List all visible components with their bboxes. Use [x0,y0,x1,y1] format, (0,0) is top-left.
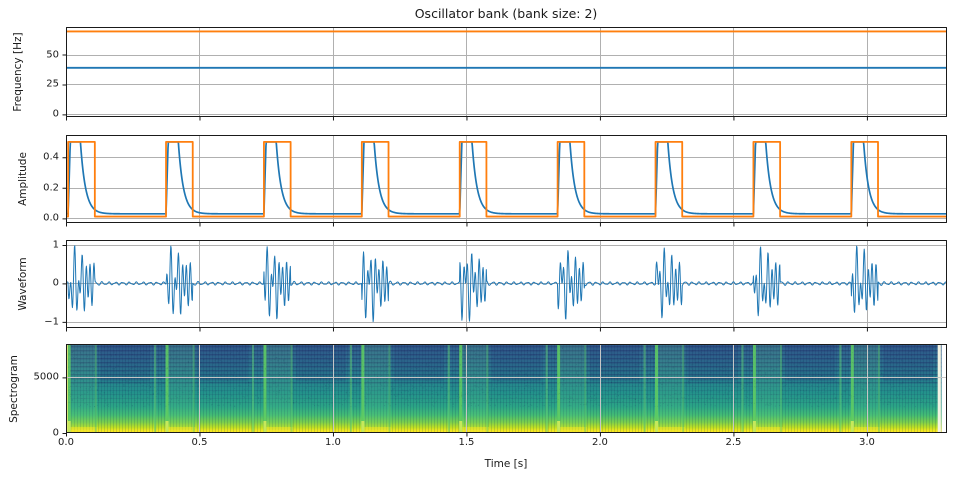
y-tick-label: 0.4 [43,151,59,163]
amplitude-plot-canvas [66,135,947,223]
y-tick-label: 0 [52,277,59,289]
panel-waveform: Waveform [17,240,947,328]
x-axis-label: Time [s] [484,458,528,470]
y-tick-label: 0.0 [43,212,59,224]
y-tick-label: 0 [52,108,59,120]
amplitude-y-axis-label: Amplitude [17,152,29,206]
panel-amplitude: Amplitude [17,135,947,223]
y-tick-label: 0.2 [43,182,59,194]
y-tick-label: 1 [52,239,59,251]
y-tick-label: 0 [52,427,59,439]
panel-frequency: Frequency [Hz] [12,27,947,117]
x-tick-label: 1.5 [458,437,475,448]
x-tick-label: 1.0 [325,437,341,448]
x-tick-label: 2.0 [591,437,608,448]
panel-spectrogram: Spectrogram [8,344,947,433]
y-tick-label: −1 [44,316,59,328]
spectrogram-y-axis-label: Spectrogram [8,354,20,423]
spectrogram-plot-canvas [66,344,947,433]
x-tick-label: 3.0 [858,437,875,448]
x-tick-label: 2.5 [725,437,742,448]
y-tick-label: 5000 [33,371,59,383]
x-tick-label: 0.0 [58,437,74,448]
y-tick-label: 50 [46,49,59,61]
x-tick-label: 0.5 [191,437,208,448]
y-tick-label: 25 [46,78,59,90]
waveform-y-axis-label: Waveform [17,257,29,311]
chart-title: Oscillator bank (bank size: 2) [414,6,598,21]
frequency-y-axis-label: Frequency [Hz] [12,32,24,112]
frequency-plot-canvas [66,27,947,117]
waveform-plot-canvas [66,240,947,328]
